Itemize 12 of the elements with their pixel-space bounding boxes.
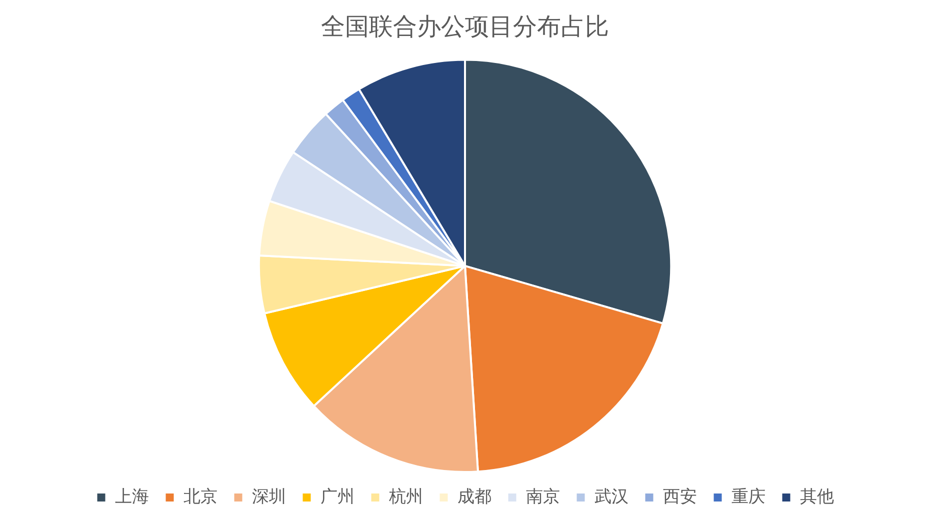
legend-label: 重庆 [731,486,766,507]
legend-label: 北京 [183,486,218,507]
legend-label: 南京 [526,486,560,507]
legend-label: 西安 [662,486,697,507]
legend-label: 深圳 [252,486,286,507]
legend-label: 广州 [320,486,354,507]
legend-label: 其他 [800,486,834,507]
legend-label: 成都 [457,486,492,507]
chart-title: 全国联合办公项目分布占比 [321,12,609,41]
legend-label: 武汉 [594,486,628,507]
legend-label: 杭州 [388,486,423,507]
legend-label: 上海 [114,486,149,507]
